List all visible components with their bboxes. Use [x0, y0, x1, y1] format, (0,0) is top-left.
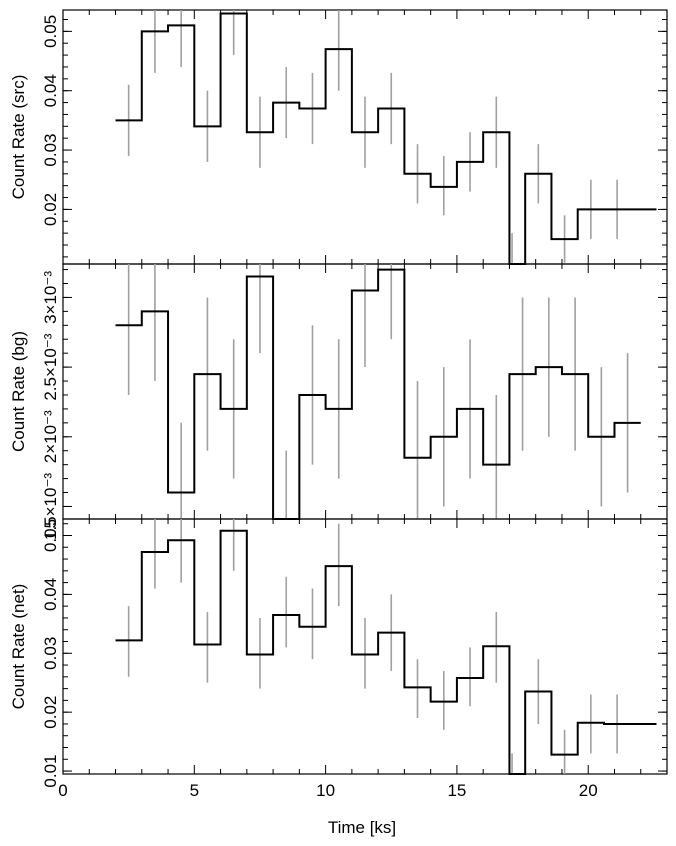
y-tick-label: 0.04 — [41, 578, 60, 611]
panel-net: 0.01 0.02 0.03 0.04 0.05 Count Rate (net) 0 5 10… — [9, 518, 668, 800]
y-tick-label: 0.03 — [41, 134, 60, 167]
panel-bg: 1.5×10⁻³ 2×10⁻³ 2.5×10⁻³ 3×10⁻³ Count Rate (… — [9, 263, 668, 540]
y-tick-label: 0.02 — [41, 193, 60, 226]
x-tick-label: 5 — [190, 781, 199, 800]
y-tick-label: 1.5×10⁻³ — [41, 473, 60, 540]
y-tick-label: 0.04 — [41, 74, 60, 107]
x-tick-label: 15 — [447, 781, 466, 800]
y-tick-label: 0.05 — [41, 519, 60, 552]
y-axis-label: Count Rate (bg) — [9, 331, 28, 452]
y-tick-label: 0.01 — [41, 755, 60, 788]
x-tick-label: 20 — [579, 781, 598, 800]
y-tick-label: 0.02 — [41, 696, 60, 729]
y-tick-label: 0.05 — [41, 15, 60, 48]
count-rate-steps — [115, 268, 641, 520]
x-tick-label: 10 — [316, 781, 335, 800]
y-tick-label: 2.5×10⁻³ — [41, 333, 60, 400]
y-axis-label: Count Rate (src) — [9, 75, 28, 200]
y-tick-label: 3×10⁻³ — [41, 271, 60, 324]
count-rate-steps — [115, 12, 657, 265]
y-tick-label: 0.03 — [41, 637, 60, 670]
x-axis-label: Time [ks] — [328, 818, 396, 837]
plot-frame — [62, 518, 668, 775]
y-tick-label: 2×10⁻³ — [41, 410, 60, 463]
count-rate-steps — [115, 529, 657, 775]
panel-src: 0.02 0.03 0.04 0.05 Count Rate (src) — [9, 9, 668, 265]
x-tick-label: 0 — [58, 781, 67, 800]
y-axis-label: Count Rate (net) — [9, 584, 28, 710]
